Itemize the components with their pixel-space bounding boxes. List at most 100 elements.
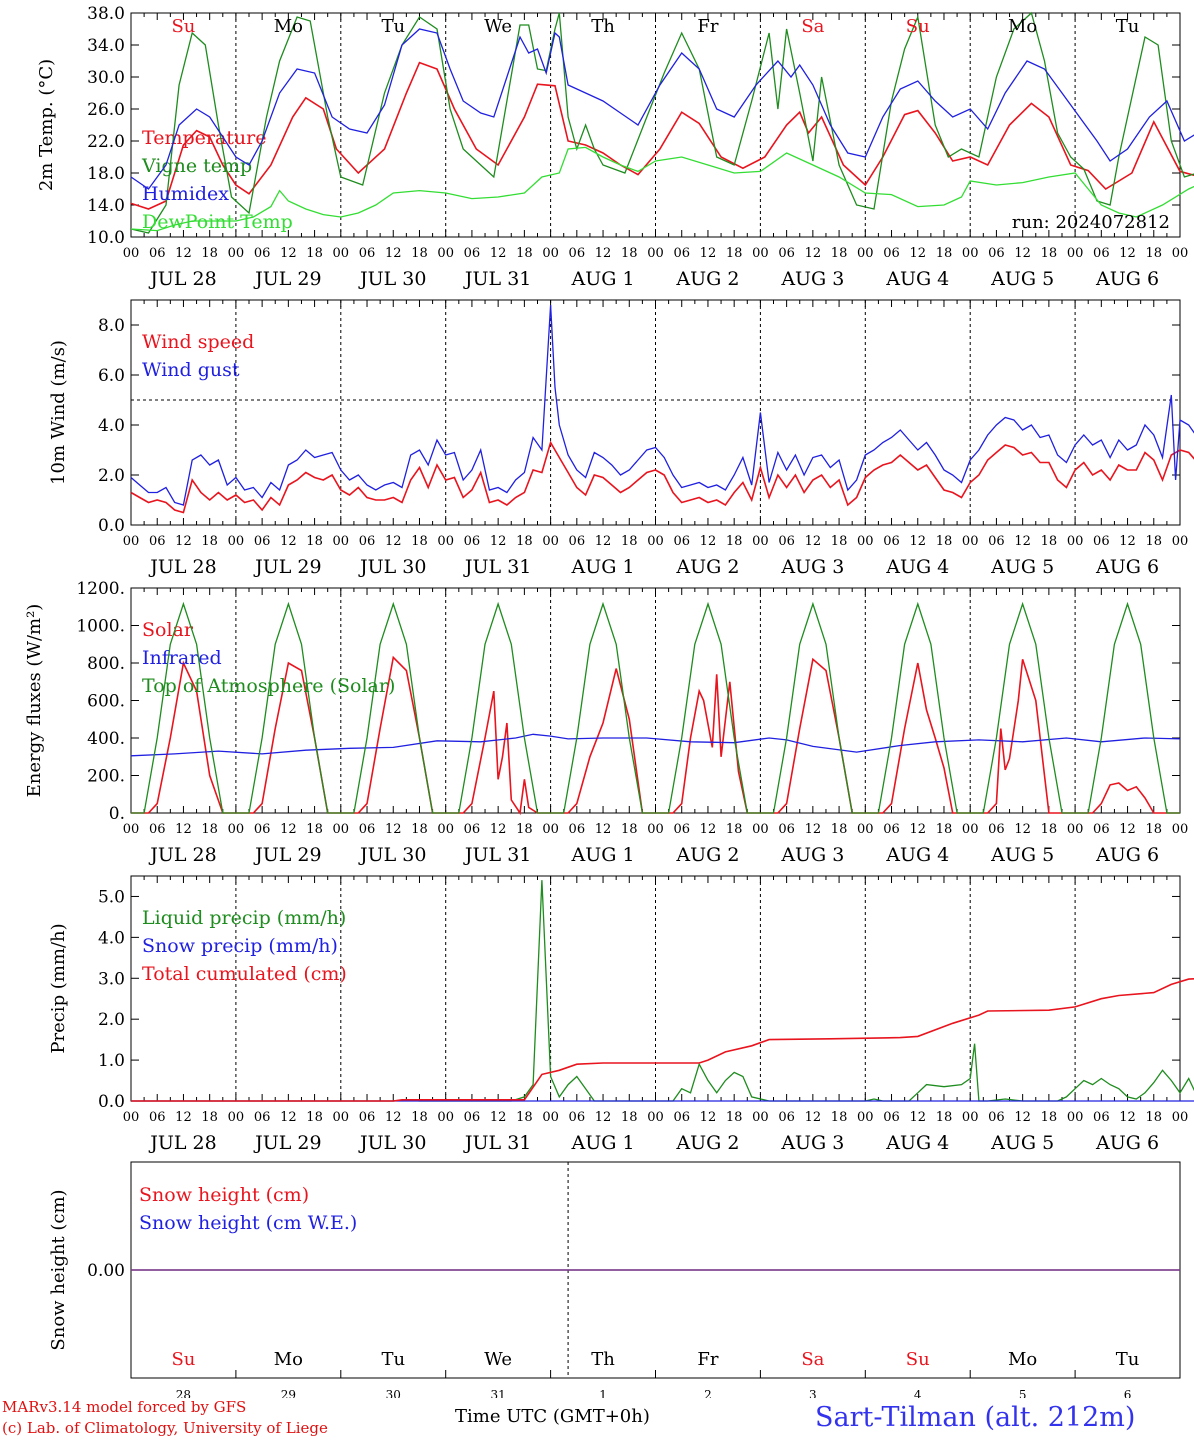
date-label: AUG 6: [1095, 1132, 1159, 1154]
hour-label: 18: [411, 1110, 428, 1125]
hour-label: 12: [280, 1110, 297, 1125]
date-label: AUG 6: [1095, 268, 1159, 290]
series-line: [130, 146, 1194, 232]
y-tick-label: 34.0: [87, 36, 125, 56]
date-label: AUG 5: [990, 268, 1054, 290]
hour-label: 18: [516, 534, 533, 549]
hour-label: 06: [359, 1110, 376, 1125]
day-name: Sa: [801, 16, 824, 37]
panel-frame: [130, 587, 1181, 814]
date-label: JUL 29: [253, 268, 321, 290]
hour-label: 00: [752, 534, 769, 549]
series-line: [130, 28, 1194, 190]
series-line: [131, 601, 1180, 814]
hour-label: 18: [411, 534, 428, 549]
hour-label: 12: [490, 246, 507, 261]
day-name: Tu: [381, 1349, 405, 1370]
legend-entry: Infrared: [142, 647, 222, 669]
hour-label: 06: [883, 246, 900, 261]
y-tick-label: 0.00: [87, 1261, 125, 1281]
hour-label: 18: [306, 1110, 323, 1125]
day-name: Fr: [697, 1349, 718, 1370]
bottom-date: 1: [599, 1388, 607, 1398]
hour-label: 18: [1146, 246, 1163, 261]
model-credit: MARv3.14 model forced by GFS: [2, 1398, 247, 1416]
run-annotation: run: 2024072812: [1012, 212, 1170, 233]
y-tick-label: 22.0: [87, 132, 125, 152]
day-name: Tu: [1116, 16, 1140, 37]
series-line: [131, 978, 1194, 1102]
series-line: [130, 61, 1194, 210]
y-tick-label: 4.0: [98, 416, 125, 436]
y-tick-label: 5.0: [98, 887, 125, 907]
hour-label: 12: [700, 246, 717, 261]
y-tick-label: 18.0: [87, 164, 125, 184]
day-name: Th: [591, 16, 615, 37]
hour-label: 12: [909, 1110, 926, 1125]
hour-label: 12: [280, 822, 297, 837]
hour-label: 18: [1146, 534, 1163, 549]
hour-label: 06: [254, 246, 271, 261]
hour-label: 12: [1119, 534, 1136, 549]
hour-label: 00: [333, 534, 350, 549]
hour-label: 00: [962, 822, 979, 837]
day-name: Su: [906, 16, 930, 37]
hour-label: 06: [673, 1110, 690, 1125]
hour-label: 12: [1014, 534, 1031, 549]
hour-label: 18: [726, 246, 743, 261]
hour-label: 12: [175, 246, 192, 261]
hour-label: 06: [778, 1110, 795, 1125]
hour-label: 00: [437, 822, 454, 837]
hour-label: 12: [1119, 1110, 1136, 1125]
date-label: JUL 31: [463, 268, 531, 290]
hour-label: 00: [752, 246, 769, 261]
date-label: AUG 2: [675, 1132, 739, 1154]
y-axis-label: Precip (mm/h): [48, 923, 69, 1053]
hour-label: 00: [1172, 246, 1189, 261]
date-label: AUG 3: [780, 844, 844, 866]
hour-label: 18: [621, 1110, 638, 1125]
legend-entry: Liquid precip (mm/h): [142, 907, 346, 929]
bottom-date: 6: [1124, 1388, 1132, 1398]
hour-label: 06: [359, 246, 376, 261]
date-label: AUG 6: [1095, 844, 1159, 866]
date-label: AUG 2: [675, 556, 739, 578]
meteogram-chart: 10.014.018.022.026.030.034.038.02m Temp.…: [24, 4, 1194, 1398]
y-tick-label: 1200.: [76, 579, 125, 599]
hour-label: 12: [805, 1110, 822, 1125]
legend-entry: DewPoint Temp: [142, 211, 293, 233]
hour-label: 06: [1093, 246, 1110, 261]
hour-label: 06: [673, 534, 690, 549]
hour-label: 00: [437, 1110, 454, 1125]
time-axis-label: Time UTC (GMT+0h): [455, 1406, 650, 1427]
hour-label: 18: [201, 246, 218, 261]
hour-label: 12: [175, 534, 192, 549]
hour-label: 06: [778, 822, 795, 837]
hour-label: 18: [831, 1110, 848, 1125]
date-label: AUG 2: [675, 844, 739, 866]
legend-entry: Wind gust: [142, 359, 240, 381]
y-axis-label: Energy fluxes (W/m²): [24, 604, 45, 798]
hour-label: 18: [201, 822, 218, 837]
series-line: [130, 304, 1194, 506]
date-label: JUL 30: [358, 556, 426, 578]
y-tick-label: 2.0: [98, 466, 125, 486]
hour-label: 12: [1119, 822, 1136, 837]
date-label: JUL 31: [463, 844, 531, 866]
legend-entry: Wind speed: [142, 331, 254, 353]
hour-label: 18: [936, 822, 953, 837]
y-tick-label: 10.0: [87, 228, 125, 248]
hour-label: 18: [306, 822, 323, 837]
hour-label: 18: [936, 534, 953, 549]
bottom-date: 29: [281, 1388, 296, 1398]
y-axis-label: Snow height (cm): [48, 1189, 69, 1350]
hour-label: 06: [149, 1110, 166, 1125]
legend-entry: Temperature: [142, 127, 266, 149]
hour-label: 00: [333, 1110, 350, 1125]
date-label: JUL 28: [148, 1132, 216, 1154]
hour-label: 06: [1093, 1110, 1110, 1125]
bottom-date: 28: [176, 1388, 191, 1398]
day-name: Sa: [801, 1349, 824, 1370]
hour-label: 18: [726, 1110, 743, 1125]
series-line: [130, 11, 1194, 234]
